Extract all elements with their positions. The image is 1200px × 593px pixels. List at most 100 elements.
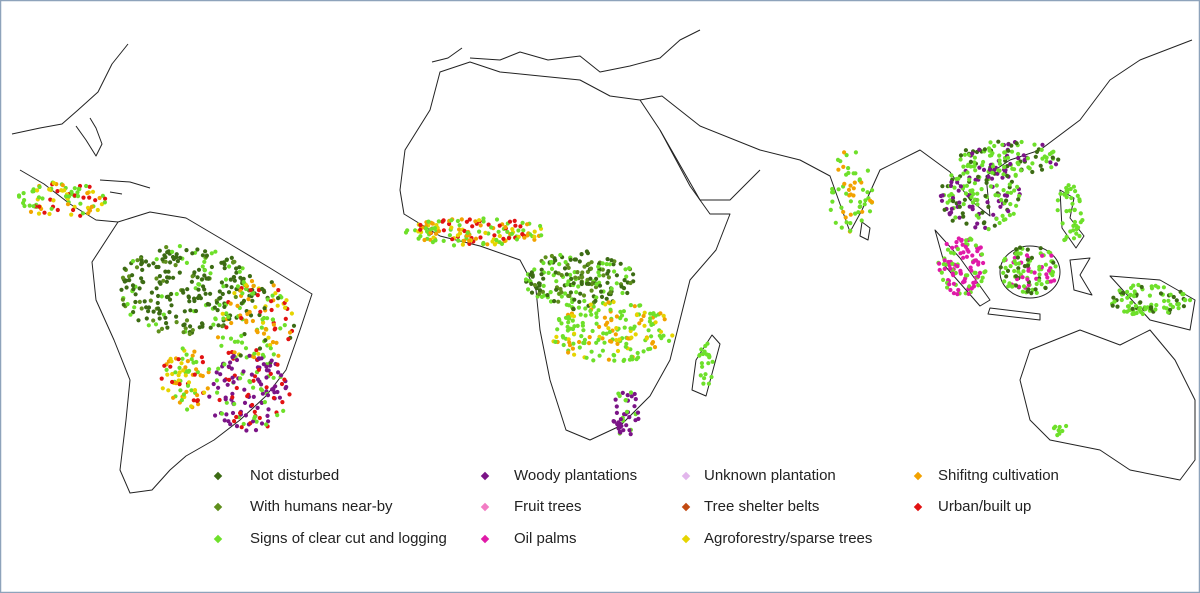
map-point: [154, 257, 159, 262]
map-point: [835, 157, 841, 162]
map-point: [596, 308, 601, 313]
map-point: [709, 374, 714, 380]
map-point: [213, 249, 218, 254]
map-point: [261, 362, 266, 367]
map-point: [473, 219, 478, 224]
map-point: [485, 242, 490, 247]
map-point: [1033, 287, 1038, 292]
map-point: [230, 391, 235, 396]
map-point: [706, 352, 711, 358]
map-point: [146, 263, 151, 268]
sample-points: [16, 139, 1193, 438]
map-point: [635, 410, 641, 415]
map-point: [242, 400, 248, 405]
map-point: [276, 296, 281, 301]
map-point: [257, 312, 262, 318]
map-point: [168, 260, 173, 265]
map-point: [1014, 141, 1019, 146]
map-point: [200, 324, 205, 329]
map-point: [1174, 298, 1179, 303]
map-point: [228, 336, 234, 341]
map-point: [1046, 249, 1051, 255]
map-point: [580, 320, 585, 326]
map-point: [611, 352, 616, 358]
map-point: [136, 318, 141, 323]
map-point: [609, 286, 614, 291]
map-point: [697, 352, 702, 357]
map-point: [963, 148, 969, 153]
map-point: [949, 206, 955, 211]
map-point: [941, 262, 946, 267]
map-point: [1026, 268, 1031, 273]
map-point: [197, 282, 202, 287]
map-point: [572, 297, 577, 302]
map-point: [571, 341, 576, 346]
south-america: [91, 211, 313, 494]
map-point: [450, 237, 455, 242]
map-point: [163, 255, 168, 260]
map-point: [139, 306, 144, 311]
map-point: [268, 343, 273, 348]
map-point: [1044, 272, 1049, 277]
legend-label: Fruit trees: [514, 498, 582, 515]
map-point: [947, 193, 952, 198]
map-point: [457, 231, 463, 236]
map-point: [572, 324, 577, 329]
map-point: [1016, 261, 1022, 266]
map-point: [613, 332, 618, 337]
map-point: [235, 303, 240, 308]
sri-lanka: [859, 221, 871, 241]
map-point: [140, 279, 145, 284]
legend-label: Woody plantations: [514, 467, 637, 484]
map-point: [1182, 298, 1187, 303]
map-point: [166, 249, 171, 254]
map-point: [1072, 219, 1077, 225]
map-point: [156, 264, 161, 270]
map-point: [1006, 142, 1011, 147]
map-point: [1053, 162, 1059, 167]
map-point: [607, 329, 612, 335]
map-point: [956, 236, 961, 241]
map-point: [572, 352, 577, 357]
map-point: [1010, 284, 1015, 289]
map-point: [242, 332, 247, 337]
map-point: [632, 304, 637, 309]
map-point: [617, 393, 622, 399]
map-point: [628, 280, 633, 286]
map-point: [30, 189, 35, 194]
map-point: [1020, 289, 1025, 294]
map-point: [252, 351, 257, 356]
map-point: [181, 368, 186, 373]
map-point: [559, 273, 564, 278]
map-point: [1162, 298, 1167, 304]
map-point: [986, 174, 991, 179]
map-point: [192, 388, 198, 393]
map-point: [209, 264, 214, 270]
map-point: [602, 315, 608, 320]
map-point: [268, 363, 273, 368]
europe: [431, 29, 701, 73]
map-point: [244, 428, 249, 433]
map-point: [234, 385, 239, 391]
map-point: [977, 165, 982, 170]
map-point: [161, 312, 166, 317]
map-point: [237, 269, 242, 274]
map-point: [1005, 268, 1011, 273]
map-point: [190, 274, 195, 279]
map-point: [601, 331, 606, 336]
map-point: [279, 381, 285, 387]
map-point: [63, 194, 69, 199]
map-point: [125, 302, 130, 307]
map-point: [588, 266, 594, 271]
map-point: [231, 260, 236, 265]
map-point: [1040, 142, 1045, 147]
map-point: [179, 398, 184, 403]
map-point: [97, 195, 102, 201]
map-point: [188, 308, 193, 313]
map-point: [987, 167, 993, 172]
map-point: [1147, 293, 1152, 298]
map-point: [1148, 305, 1154, 310]
map-point: [583, 306, 588, 311]
map-point: [280, 400, 285, 405]
map-point: [555, 327, 560, 332]
